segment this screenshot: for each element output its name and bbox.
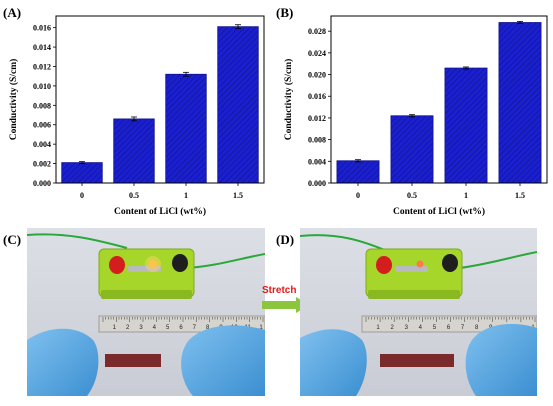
x-tick-label: 1 (464, 191, 468, 200)
led-glow (145, 256, 161, 272)
error-bar-0 (355, 159, 361, 163)
ruler-number: 1 (376, 325, 380, 331)
y-tick-label: 0.016 (33, 24, 51, 33)
error-bar-0.5 (409, 114, 415, 118)
y-tick-label: 0.010 (33, 82, 51, 91)
y-tick-label: 0.004 (33, 140, 51, 149)
left-glove (27, 328, 99, 396)
error-bar-1 (463, 66, 469, 70)
bar-1 (444, 67, 488, 184)
stretch-arrow (262, 297, 310, 313)
led-dim (416, 260, 424, 268)
ruler-number: 8 (475, 325, 479, 331)
red-terminal (376, 256, 392, 274)
x-axis-label: Content of LiCl (wt%) (114, 206, 206, 217)
red-terminal (109, 256, 125, 274)
hydrogel-strip (105, 354, 161, 367)
y-tick-label: 0.014 (33, 43, 51, 52)
led-lit (149, 260, 157, 268)
ruler-number: 5 (433, 325, 437, 331)
panel-label-d: (D) (276, 232, 295, 247)
ruler-number: 2 (390, 325, 394, 331)
ruler-number: 7 (193, 325, 197, 331)
y-tick-label: 0.000 (33, 179, 51, 188)
left-glove (300, 329, 367, 396)
chart-a: 0.000 0.002 0.004 0.006 0.008 0.010 0.012 0.014… (8, 15, 265, 217)
black-terminal (172, 254, 188, 272)
panel-label-c: (C) (3, 232, 22, 247)
board-edge (368, 290, 460, 299)
x-tick-label: 0 (80, 191, 84, 200)
bar-1.5 (217, 26, 259, 184)
right-glove (181, 325, 265, 396)
board-edge (101, 290, 192, 299)
ruler-number: 1 (259, 325, 263, 331)
photo-d: 12345678910111 (300, 228, 537, 396)
arrow-shape (262, 297, 310, 313)
x-tick-label: 0 (356, 191, 360, 200)
x-tick-label: 1.5 (515, 191, 525, 200)
ruler-number: 1 (113, 325, 117, 331)
error-bar-0 (79, 161, 85, 164)
green-wire (459, 251, 537, 269)
y-axis-label: Conductivity (S/cm) (8, 59, 19, 141)
green-wire (186, 253, 265, 269)
x-tick-label: 1 (184, 191, 188, 200)
stretch-label: Stretch (262, 285, 297, 296)
ruler-number: 7 (461, 325, 465, 331)
y-tick-label: 0.024 (308, 49, 326, 58)
bar-1 (165, 73, 207, 184)
y-tick-label: 0.002 (33, 160, 51, 169)
error-bar-0.5 (131, 116, 137, 122)
photo-c: 12345678910111 (27, 228, 265, 396)
plot-frame (55, 15, 265, 184)
plot-frame (330, 15, 548, 184)
ruler-number: 2 (126, 325, 130, 331)
y-tick-label: 0.008 (308, 136, 326, 145)
y-axis-label: Conductivity (S/cm) (283, 59, 294, 141)
ruler-number: 8 (206, 325, 210, 331)
ruler-number: 4 (153, 325, 157, 331)
y-tick-label: 0.012 (33, 62, 51, 71)
x-axis-label: Content of LiCl (wt%) (393, 206, 485, 217)
y-tick-label: 0.020 (308, 71, 326, 80)
hydrogel-strip (380, 354, 454, 367)
ruler-number: 5 (166, 325, 170, 331)
right-glove (465, 324, 537, 396)
chart-b: 0.000 0.004 0.008 0.012 0.016 0.020 0.024 0.028… (283, 15, 548, 217)
x-tick-label: 1.5 (233, 191, 243, 200)
error-bar-1 (183, 71, 189, 77)
y-tick-label: 0.006 (33, 121, 51, 130)
error-bar-1.5 (235, 24, 241, 30)
black-terminal (442, 254, 458, 272)
bar-0 (336, 160, 380, 184)
ruler-number: 6 (179, 325, 183, 331)
x-tick-label: 0.5 (407, 191, 417, 200)
ruler-number: 6 (447, 325, 451, 331)
bar-0 (61, 162, 103, 184)
ruler-number: 4 (419, 325, 423, 331)
panel-label-a: (A) (3, 5, 22, 20)
bar-0.5 (390, 115, 434, 184)
green-wire (27, 233, 128, 249)
error-bar-1.5 (517, 21, 523, 24)
ruler-number: 3 (139, 325, 143, 331)
panel-label-b: (B) (276, 5, 294, 20)
ruler-number: 3 (405, 325, 409, 331)
y-tick-label: 0.016 (308, 92, 326, 101)
x-tick-label: 0.5 (129, 191, 139, 200)
bar-0.5 (113, 118, 155, 184)
y-tick-label: 0.000 (308, 179, 326, 188)
y-tick-label: 0.004 (308, 157, 326, 166)
y-tick-label: 0.028 (308, 27, 326, 36)
metal-strip (395, 266, 428, 272)
y-tick-label: 0.012 (308, 114, 326, 123)
bar-1.5 (498, 22, 542, 184)
y-tick-label: 0.008 (33, 101, 51, 110)
